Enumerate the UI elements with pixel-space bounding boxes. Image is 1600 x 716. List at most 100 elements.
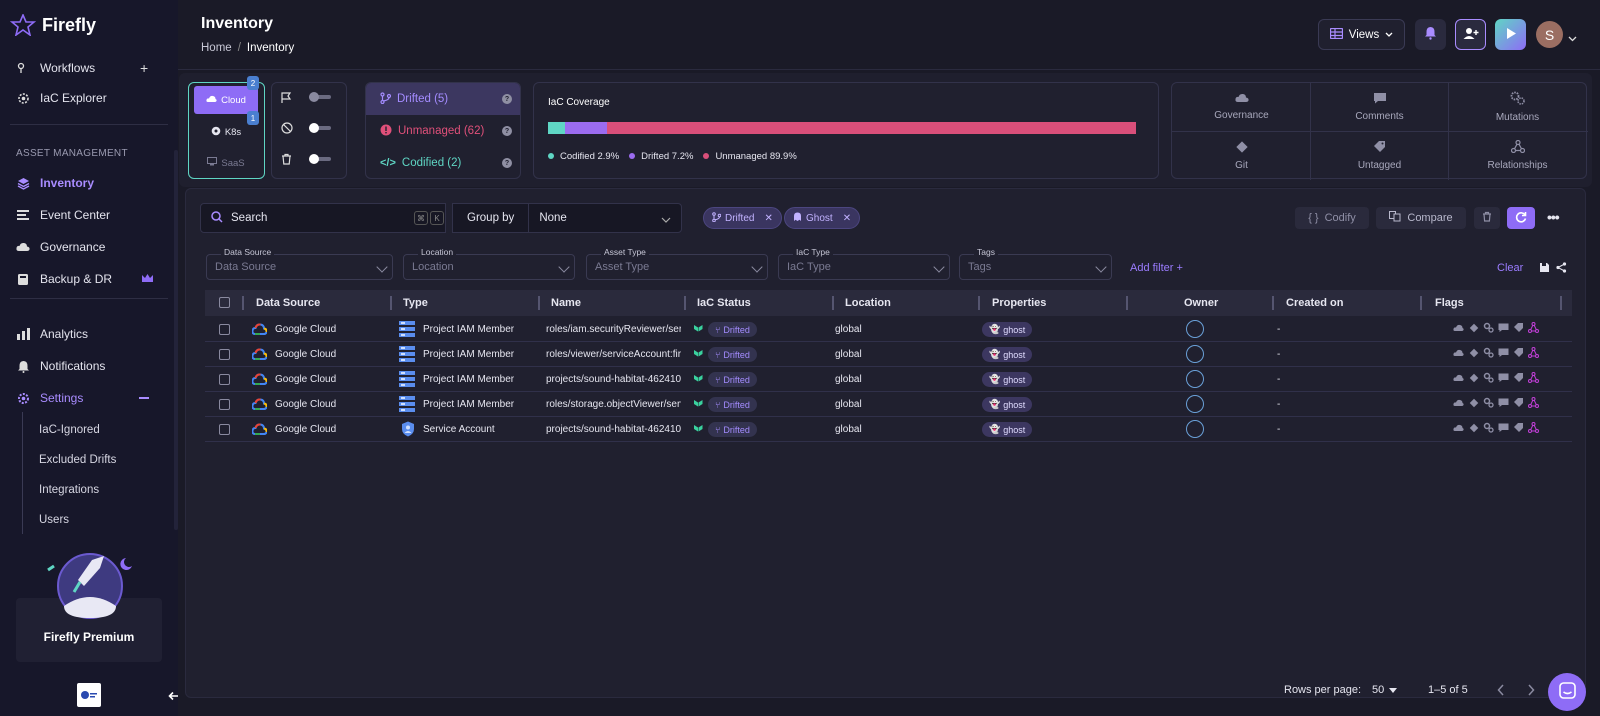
column-resizer[interactable] bbox=[1272, 296, 1274, 310]
delete-button[interactable] bbox=[1474, 207, 1500, 229]
column-header-owner[interactable]: Owner bbox=[1184, 297, 1219, 309]
deleted-toggle[interactable] bbox=[309, 154, 331, 164]
mutations-icon[interactable] bbox=[1483, 422, 1494, 433]
cell-name[interactable]: roles/iam.securityReviewer/serviceAccoun… bbox=[546, 324, 681, 335]
flag-filter-untagged[interactable]: Untagged bbox=[1312, 132, 1447, 179]
column-resizer[interactable] bbox=[684, 296, 686, 310]
prev-page-chevron-icon[interactable] bbox=[1497, 684, 1505, 699]
search-input[interactable]: Search ⌘ K bbox=[200, 203, 446, 233]
settings-item-users[interactable]: Users bbox=[39, 514, 70, 526]
governance-icon[interactable] bbox=[1453, 422, 1464, 433]
owner-user-icon[interactable] bbox=[1186, 345, 1204, 363]
table-row[interactable]: Google Cloud Project IAM Member roles/vi… bbox=[205, 342, 1572, 367]
close-icon[interactable]: ✕ bbox=[842, 212, 852, 224]
sidebar-item-iac-explorer[interactable]: IaC Explorer bbox=[0, 82, 178, 114]
governance-icon[interactable] bbox=[1453, 322, 1464, 333]
column-header-created-on[interactable]: Created on bbox=[1286, 297, 1344, 309]
relationships-icon[interactable] bbox=[1528, 397, 1539, 408]
comment-icon[interactable] bbox=[1498, 422, 1509, 433]
sidebar-item-settings[interactable]: Settings bbox=[0, 382, 178, 414]
filter-tags[interactable]: Tags Tags bbox=[959, 247, 1112, 280]
governance-icon[interactable] bbox=[1453, 347, 1464, 358]
group-by-select[interactable]: Group by None bbox=[452, 203, 682, 233]
provider-cloud[interactable]: Cloud bbox=[194, 86, 258, 114]
refresh-button[interactable] bbox=[1507, 207, 1535, 229]
owner-user-icon[interactable] bbox=[1186, 370, 1204, 388]
flag-filter-relationships[interactable]: Relationships bbox=[1450, 132, 1585, 179]
relationships-icon[interactable] bbox=[1528, 347, 1539, 358]
help-icon[interactable]: ? bbox=[502, 94, 512, 104]
git-icon[interactable] bbox=[1468, 372, 1479, 383]
row-checkbox[interactable] bbox=[219, 349, 230, 360]
collapse-sidebar-arrow-icon[interactable] bbox=[168, 690, 180, 705]
flag-filter-git[interactable]: Git bbox=[1174, 132, 1309, 179]
invite-user-button[interactable] bbox=[1455, 19, 1486, 50]
tag-icon[interactable] bbox=[1513, 322, 1524, 333]
tag-icon[interactable] bbox=[1513, 397, 1524, 408]
codify-button[interactable]: { } Codify bbox=[1295, 207, 1369, 229]
tag-icon[interactable] bbox=[1513, 347, 1524, 358]
sidebar-item-analytics[interactable]: Analytics bbox=[0, 318, 178, 350]
sidebar-item-inventory[interactable]: Inventory bbox=[0, 167, 178, 199]
sidebar-item-event-center[interactable]: Event Center bbox=[0, 199, 178, 231]
relationships-icon[interactable] bbox=[1528, 372, 1539, 383]
user-avatar[interactable]: S bbox=[1536, 21, 1563, 48]
excluded-toggle[interactable] bbox=[309, 123, 331, 133]
column-header-flags[interactable]: Flags bbox=[1435, 297, 1464, 309]
firefly-logo[interactable]: Firefly bbox=[10, 14, 96, 36]
views-button[interactable]: Views bbox=[1318, 19, 1405, 50]
flag-toggle[interactable] bbox=[309, 92, 331, 102]
governance-icon[interactable] bbox=[1453, 372, 1464, 383]
clear-filters-button[interactable]: Clear bbox=[1497, 262, 1524, 274]
cell-name[interactable]: projects/sound-habitat-462410-m bbox=[546, 424, 681, 435]
cell-name[interactable]: roles/viewer/serviceAccount:firefly bbox=[546, 349, 681, 360]
column-header-data-source[interactable]: Data Source bbox=[256, 297, 321, 309]
column-resizer[interactable] bbox=[242, 296, 244, 310]
comment-icon[interactable] bbox=[1498, 322, 1509, 333]
column-resizer[interactable] bbox=[978, 296, 980, 310]
row-checkbox[interactable] bbox=[219, 374, 230, 385]
notifications-button[interactable] bbox=[1415, 19, 1446, 50]
filter-asset-type[interactable]: Asset Type Asset Type bbox=[586, 247, 768, 280]
git-icon[interactable] bbox=[1468, 397, 1479, 408]
provider-k8s[interactable]: K8s bbox=[194, 118, 258, 146]
mutations-icon[interactable] bbox=[1483, 322, 1494, 333]
save-icon[interactable] bbox=[1539, 262, 1550, 276]
select-all-checkbox[interactable] bbox=[219, 297, 230, 308]
column-resizer[interactable] bbox=[832, 296, 834, 310]
sidebar-item-workflows[interactable]: Workflows + bbox=[0, 54, 178, 82]
sidebar-scrollbar[interactable] bbox=[174, 150, 178, 530]
settings-item-excluded-drifts[interactable]: Excluded Drifts bbox=[39, 454, 117, 466]
table-row[interactable]: Google Cloud Service Account projects/so… bbox=[205, 417, 1572, 442]
state-codified[interactable]: </> Codified (2) ? bbox=[366, 147, 520, 178]
cell-name[interactable]: projects/sound-habitat-462410-m bbox=[546, 374, 681, 385]
filter-iac-type[interactable]: IaC Type IaC Type bbox=[778, 247, 950, 280]
mutations-icon[interactable] bbox=[1483, 372, 1494, 383]
git-icon[interactable] bbox=[1468, 422, 1479, 433]
mutations-icon[interactable] bbox=[1483, 347, 1494, 358]
cell-name[interactable]: roles/storage.objectViewer/serviceAccoun… bbox=[546, 399, 681, 410]
provider-saas[interactable]: SaaS bbox=[194, 149, 258, 177]
owner-user-icon[interactable] bbox=[1186, 395, 1204, 413]
close-icon[interactable]: ✕ bbox=[764, 212, 773, 224]
filter-chip-drifted[interactable]: Drifted ✕ bbox=[703, 207, 782, 229]
column-header-name[interactable]: Name bbox=[551, 297, 581, 309]
state-unmanaged[interactable]: Unmanaged (62) ? bbox=[366, 115, 520, 147]
tag-icon[interactable] bbox=[1513, 422, 1524, 433]
column-resizer[interactable] bbox=[1126, 296, 1128, 310]
column-resizer[interactable] bbox=[538, 296, 540, 310]
share-icon[interactable] bbox=[1556, 262, 1567, 276]
table-row[interactable]: Google Cloud Project IAM Member projects… bbox=[205, 367, 1572, 392]
collapse-minus-icon[interactable] bbox=[139, 397, 149, 399]
state-drifted[interactable]: Drifted (5) ? bbox=[366, 83, 520, 115]
relationships-icon[interactable] bbox=[1528, 322, 1539, 333]
sidebar-item-backup-dr[interactable]: Backup & DR bbox=[0, 263, 178, 295]
column-resizer[interactable] bbox=[390, 296, 392, 310]
compare-button[interactable]: Compare bbox=[1376, 207, 1466, 229]
comment-icon[interactable] bbox=[1498, 372, 1509, 383]
flag-filter-comments[interactable]: Comments bbox=[1312, 83, 1447, 130]
row-checkbox[interactable] bbox=[219, 399, 230, 410]
row-checkbox[interactable] bbox=[219, 324, 230, 335]
owner-user-icon[interactable] bbox=[1186, 320, 1204, 338]
column-header-location[interactable]: Location bbox=[845, 297, 891, 309]
